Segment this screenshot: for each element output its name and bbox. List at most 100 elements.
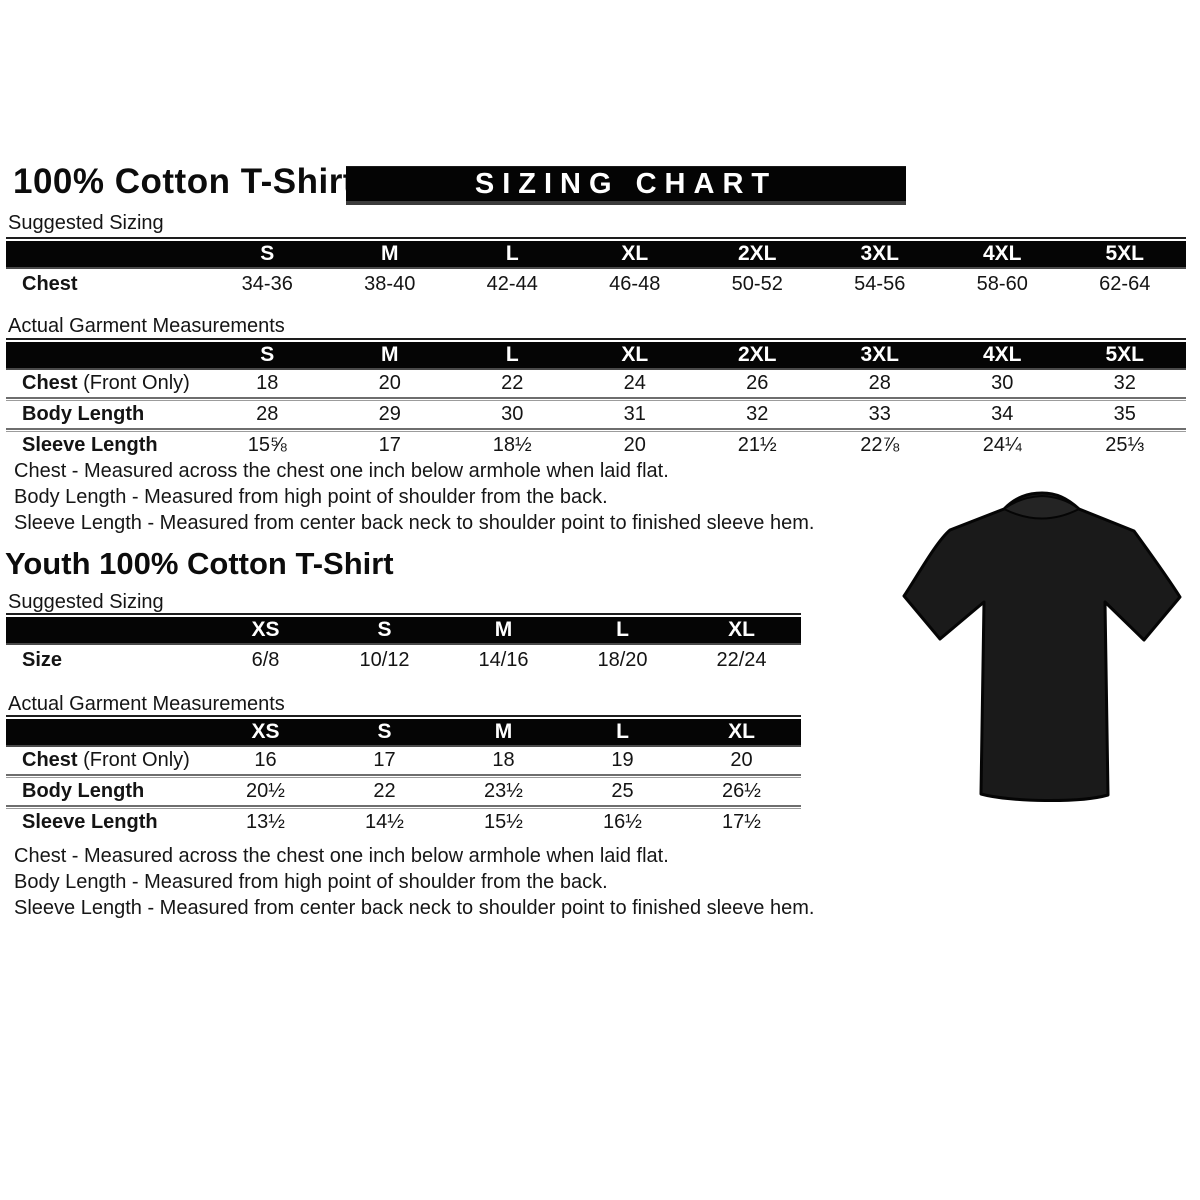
row-separator	[6, 397, 1186, 401]
measurement-value: 29	[378, 403, 401, 425]
note-line: Body Length - Measured from high point o…	[14, 486, 608, 508]
youth-section-title: Youth 100% Cotton T-Shirt	[5, 546, 394, 581]
size-column-header: S	[377, 720, 392, 743]
tshirt-image	[890, 478, 1195, 808]
measurement-value: 28	[256, 403, 279, 425]
measurement-value: 20½	[246, 780, 285, 802]
measurement-value: 46-48	[609, 272, 661, 295]
measurement-value: 25	[611, 780, 634, 802]
row-separator	[6, 805, 801, 809]
table-top-rule	[6, 715, 801, 717]
measurement-value: 18	[492, 749, 515, 771]
measurement-value: 22	[501, 372, 524, 394]
row-separator	[6, 774, 801, 778]
size-column-header: 2XL	[737, 242, 777, 265]
table-top-rule	[6, 613, 801, 615]
table-row: Body Length 20½ 22 23½ 25 26½	[6, 778, 801, 805]
note-line: Body Length - Measured from high point o…	[14, 871, 608, 893]
row-label: Body Length	[22, 403, 145, 425]
size-column-header: M	[494, 618, 513, 641]
size-column-header: L	[616, 720, 629, 743]
row-separator	[6, 428, 1186, 432]
row-label: Sleeve Length	[22, 434, 158, 456]
table-row: Sleeve Length 13½ 14½ 15½ 16½ 17½	[6, 809, 801, 836]
measurement-value: 30	[501, 403, 524, 425]
table-row: Sleeve Length 15⅝ 17 18½ 20 21½ 22⅞ 24¼ 25⅓	[6, 432, 1186, 459]
measurement-value: 22	[373, 780, 396, 802]
measurement-value: 15½	[484, 811, 523, 833]
table-row: Chest (Front Only) 16 17 18 19 20	[6, 747, 801, 774]
size-column-header: XS	[251, 618, 280, 641]
measurement-value: 14½	[365, 811, 404, 833]
size-column-header: 3XL	[860, 343, 899, 366]
sizing-chart-banner: SIZING CHART	[346, 166, 906, 205]
measurement-value: 26½	[722, 780, 761, 802]
row-label: Chest (Front Only)	[22, 749, 190, 771]
table-row: Body Length 28 29 30 31 32 33 34 35	[6, 401, 1186, 428]
youth-suggested-sizing-table: XS S M L XL Size 6/8 10/12 14/16 18/20 22/24	[6, 613, 801, 675]
measurement-value: 20	[623, 434, 646, 456]
row-label: Size	[22, 648, 63, 671]
size-column-header: S	[377, 618, 392, 641]
measurement-value: 32	[1113, 372, 1136, 394]
size-header-row: S M L XL 2XL 3XL 4XL 5XL	[6, 342, 1186, 370]
measurement-value: 15⅝	[247, 434, 287, 456]
measurement-value: 13½	[246, 811, 285, 833]
measurement-value: 24	[623, 372, 646, 394]
measurement-value: 17	[373, 749, 396, 771]
measurement-value: 32	[746, 403, 769, 425]
adult-suggested-sizing-table: S M L XL 2XL 3XL 4XL 5XL Chest 34-36 38-40 42-44 46-…	[6, 237, 1186, 299]
size-column-header: S	[260, 242, 275, 265]
page-title: 100% Cotton T-Shirt	[13, 162, 356, 201]
measurement-value: 28	[868, 372, 891, 394]
table-row: Size 6/8 10/12 14/16 18/20 22/24	[6, 645, 801, 675]
measurement-value: 25⅓	[1105, 434, 1145, 456]
measurement-value: 18/20	[597, 648, 648, 671]
measurement-value: 22/24	[716, 648, 767, 671]
measurement-value: 19	[611, 749, 634, 771]
measurement-value: 20	[730, 749, 753, 771]
size-column-header: XL	[621, 242, 649, 265]
table-top-rule	[6, 338, 1186, 340]
note-line: Sleeve Length - Measured from center bac…	[14, 897, 815, 919]
size-column-header: M	[381, 242, 399, 265]
size-column-header: L	[505, 242, 519, 265]
size-column-header: S	[260, 343, 275, 366]
measurement-value: 35	[1113, 403, 1136, 425]
size-column-header: M	[494, 720, 513, 743]
youth-measurement-notes: Chest - Measured across the chest one in…	[14, 843, 814, 921]
measurement-value: 33	[868, 403, 891, 425]
size-header-row: XS S M L XL	[6, 617, 801, 645]
measurement-value: 16½	[603, 811, 642, 833]
measurement-value: 21½	[737, 434, 777, 456]
measurement-value: 58-60	[976, 272, 1028, 295]
measurement-value: 24¼	[982, 434, 1022, 456]
table-top-rule	[6, 237, 1186, 239]
row-label: Sleeve Length	[22, 811, 158, 833]
tshirt-body	[902, 491, 1182, 802]
size-column-header: 4XL	[982, 242, 1022, 265]
note-line: Sleeve Length - Measured from center bac…	[14, 512, 815, 534]
row-label: Chest	[22, 272, 78, 295]
measurement-value: 62-64	[1099, 272, 1151, 295]
size-column-header: 5XL	[1105, 242, 1144, 265]
row-label: Body Length	[22, 780, 145, 802]
measurement-value: 31	[623, 403, 646, 425]
adult-actual-measurements-label: Actual Garment Measurements	[8, 315, 285, 337]
size-header-row: S M L XL 2XL 3XL 4XL 5XL	[6, 241, 1186, 269]
measurement-value: 54-56	[854, 272, 906, 295]
table-row: Chest 34-36 38-40 42-44 46-48 50-52 54-56 58-60…	[6, 269, 1186, 299]
adult-suggested-sizing-label: Suggested Sizing	[8, 212, 164, 234]
measurement-value: 20	[378, 372, 401, 394]
size-column-header: 2XL	[737, 343, 777, 366]
size-header-row: XS S M L XL	[6, 719, 801, 747]
measurement-value: 23½	[484, 780, 523, 802]
size-column-header: XL	[728, 720, 755, 743]
measurement-value: 50-52	[731, 272, 783, 295]
size-column-header: L	[616, 618, 629, 641]
measurement-value: 26	[746, 372, 769, 394]
size-column-header: XL	[728, 618, 755, 641]
measurement-value: 34	[991, 403, 1014, 425]
youth-suggested-sizing-label: Suggested Sizing	[8, 591, 164, 613]
